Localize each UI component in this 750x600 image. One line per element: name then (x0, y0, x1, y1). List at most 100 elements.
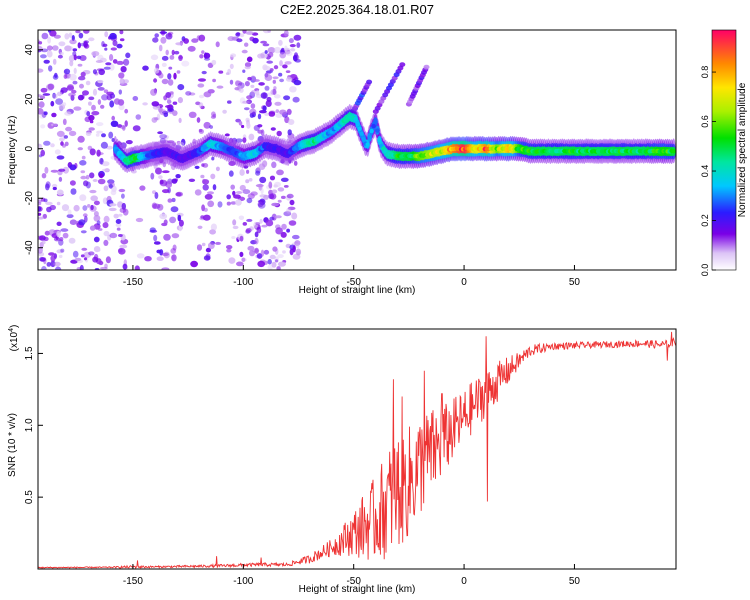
noise-blob (64, 111, 72, 116)
noise-blob (232, 190, 236, 196)
noise-blob (229, 79, 234, 85)
noise-blob (89, 225, 96, 231)
noise-blob (235, 80, 243, 87)
noise-blob (289, 44, 296, 48)
noise-blob (283, 95, 291, 101)
noise-blob (161, 78, 169, 85)
noise-blob (250, 103, 256, 109)
noise-blob (47, 30, 52, 33)
noise-blob (242, 100, 250, 104)
noise-blob (246, 122, 251, 129)
noise-blob (45, 183, 50, 191)
colorbar-tick-label: 0.8 (700, 66, 710, 79)
noise-blob (101, 41, 105, 48)
noise-blob (198, 94, 205, 99)
noise-blob (75, 30, 81, 34)
noise-blob (80, 71, 86, 77)
noise-blob (288, 38, 294, 44)
noise-blob (50, 100, 55, 107)
noise-blob (226, 201, 231, 206)
noise-blob (272, 246, 278, 252)
noise-blob (257, 53, 265, 59)
noise-blob (68, 130, 77, 137)
ridge-cell (377, 137, 382, 143)
ridge-cell (375, 128, 380, 133)
noise-blob (229, 63, 234, 70)
streak-blob (399, 62, 406, 67)
noise-blob (92, 179, 98, 182)
noise-blob (73, 54, 77, 61)
noise-blob (40, 124, 46, 129)
noise-blob (118, 104, 125, 111)
noise-blob (246, 56, 253, 63)
noise-blob (159, 179, 168, 187)
noise-blob (236, 32, 240, 36)
noise-blob (279, 78, 284, 83)
noise-blob (38, 49, 42, 53)
noise-blob (112, 59, 118, 64)
noise-blob (178, 54, 183, 62)
noise-blob (52, 92, 56, 99)
noise-blob (167, 79, 174, 86)
noise-blob (154, 33, 159, 38)
noise-blob (198, 102, 204, 108)
noise-blob (116, 43, 123, 49)
noise-blob (123, 58, 130, 66)
noise-blob (72, 250, 79, 258)
noise-blob (181, 60, 190, 67)
noise-blob (176, 140, 181, 145)
noise-blob (109, 203, 117, 207)
noise-blob (169, 55, 175, 60)
noise-blob (265, 70, 273, 74)
spectrogram-y-axis: 40 20 0 -20 -40 (24, 44, 43, 255)
y-tick-label: 0 (24, 146, 35, 152)
noise-blob (171, 178, 178, 184)
noise-blob (91, 104, 96, 111)
y-tick-label: 20 (24, 93, 35, 105)
noise-blob (230, 53, 237, 58)
y-tick-label: 1.5 (24, 346, 35, 360)
noise-blob (235, 199, 242, 206)
noise-blob (280, 177, 289, 182)
noise-blob (101, 161, 110, 167)
noise-blob (246, 99, 253, 105)
noise-blob (271, 189, 278, 194)
noise-blob (58, 176, 63, 182)
noise-blob (158, 44, 163, 52)
noise-blob (200, 105, 205, 110)
noise-blob (135, 217, 144, 223)
noise-blob (289, 199, 295, 206)
noise-blob (273, 65, 279, 70)
noise-blob (264, 112, 269, 116)
noise-blob (227, 36, 235, 42)
noise-blob (204, 193, 213, 200)
noise-blob (115, 223, 122, 228)
noise-blob (257, 202, 266, 209)
colorbar-ticks: 0.0 0.2 0.4 0.6 0.8 (700, 66, 716, 276)
noise-blob (289, 86, 297, 93)
noise-blob (120, 66, 127, 73)
noise-blob (47, 36, 51, 44)
x-tick-label: -100 (233, 576, 253, 587)
noise-blob (89, 120, 94, 124)
noise-blob (92, 69, 98, 75)
noise-blob (236, 261, 244, 267)
noise-blob (272, 79, 276, 84)
noise-blob (201, 204, 206, 212)
noise-blob (144, 256, 152, 262)
noise-blob (49, 204, 56, 211)
noise-blob (119, 78, 126, 85)
noise-blob (91, 111, 100, 116)
noise-blob (54, 266, 62, 270)
noise-blob (42, 93, 51, 96)
colorbar-tick-label: 0.4 (700, 165, 710, 178)
noise-blob (82, 90, 89, 96)
noise-blob (270, 89, 278, 96)
noise-blob (163, 219, 168, 225)
x-tick-label: -50 (346, 277, 361, 288)
noise-blob (56, 221, 62, 226)
noise-blob (244, 81, 250, 87)
noise-blob (226, 194, 231, 200)
noise-blob (271, 213, 277, 221)
noise-blob (203, 121, 211, 129)
